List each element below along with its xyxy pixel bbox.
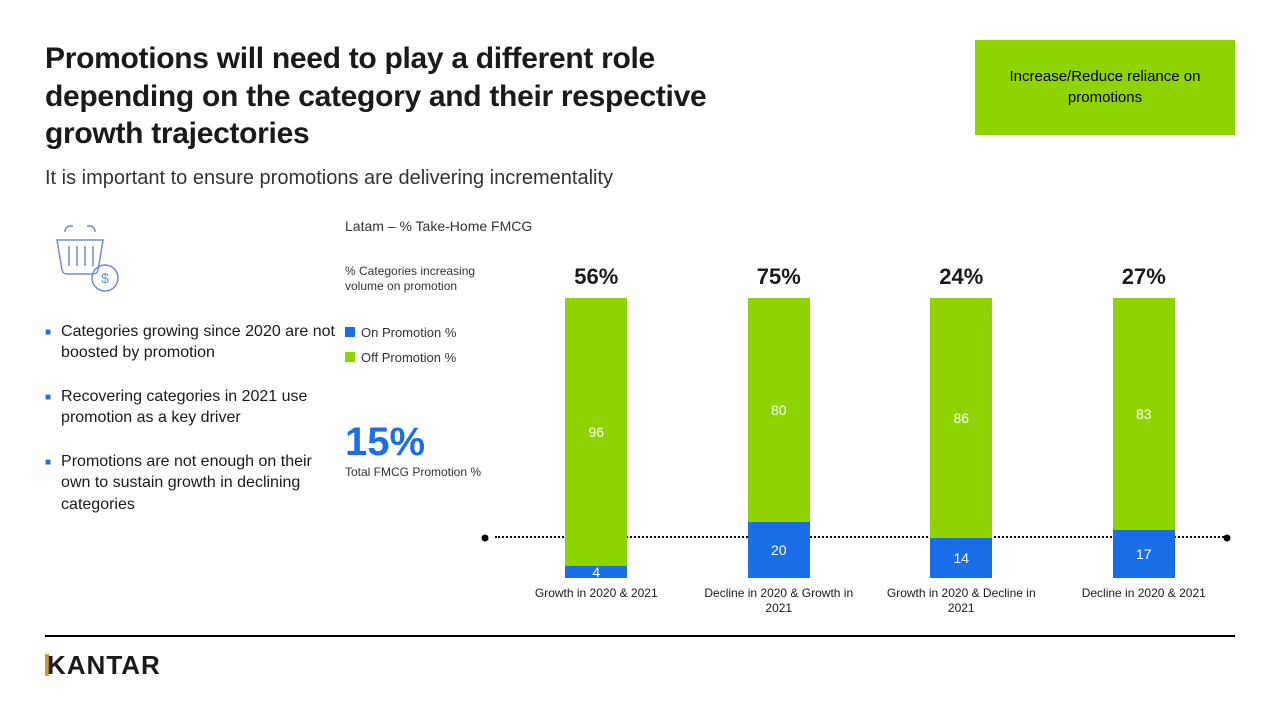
bar-group: 75% 2080 Decline in 2020 & Growth in 2021 — [688, 264, 871, 624]
segment-off-promotion: 86 — [930, 298, 992, 539]
segment-on-promotion: 20 — [748, 522, 810, 578]
legend-on-promotion: On Promotion % — [345, 325, 495, 340]
legend-label: Off Promotion % — [361, 350, 456, 365]
footer-divider — [45, 635, 1235, 637]
bar-x-label: Growth in 2020 & Decline in 2021 — [876, 586, 1046, 617]
meta-label: % Categories increasing volume on promot… — [345, 264, 495, 295]
bar-group: 24% 1486 Growth in 2020 & Decline in 2021 — [870, 264, 1053, 624]
bar-top-label: 56% — [574, 264, 618, 292]
bullet-text: Categories growing since 2020 are not bo… — [61, 321, 335, 364]
bullet-list: Categories growing since 2020 are not bo… — [45, 321, 335, 516]
bar-top-label: 27% — [1122, 264, 1166, 292]
chart-meta: % Categories increasing volume on promot… — [345, 264, 505, 624]
segment-on-promotion: 4 — [565, 566, 627, 577]
legend-label: On Promotion % — [361, 325, 456, 340]
bullet-text: Promotions are not enough on their own t… — [61, 451, 335, 516]
legend-swatch — [345, 327, 355, 337]
slide: Promotions will need to play a different… — [0, 0, 1280, 720]
bar-group: 27% 1783 Decline in 2020 & 2021 — [1053, 264, 1236, 624]
title-block: Promotions will need to play a different… — [45, 40, 805, 190]
bars-area: 56% 496 Growth in 2020 & 2021 75% 2080 Declin… — [505, 264, 1235, 624]
bullet-text: Recovering categories in 2021 use promot… — [61, 386, 335, 429]
bar-top-label: 24% — [939, 264, 983, 292]
bar-x-label: Growth in 2020 & 2021 — [535, 586, 658, 602]
segment-off-promotion: 96 — [565, 298, 627, 567]
header-row: Promotions will need to play a different… — [45, 40, 1235, 190]
segment-on-promotion: 14 — [930, 538, 992, 577]
left-column: $ Categories growing since 2020 are not … — [45, 218, 345, 638]
bar-stack: 2080 — [748, 298, 810, 578]
big-stat-value: 15% — [345, 420, 495, 465]
segment-off-promotion: 83 — [1113, 298, 1175, 530]
callout-text: Increase/Reduce reliance on promotions — [1005, 67, 1205, 108]
bar-x-label: Decline in 2020 & 2021 — [1082, 586, 1206, 602]
reference-dot-left — [482, 534, 489, 541]
page-subtitle: It is important to ensure promotions are… — [45, 167, 805, 190]
chart-column: Latam – % Take-Home FMCG % Categories in… — [345, 218, 1235, 638]
bar-stack: 496 — [565, 298, 627, 578]
page-title: Promotions will need to play a different… — [45, 40, 805, 153]
legend-swatch — [345, 352, 355, 362]
brand-text: KANTAR — [47, 650, 161, 680]
body-row: $ Categories growing since 2020 are not … — [45, 218, 1235, 638]
bullet-item: Promotions are not enough on their own t… — [45, 451, 335, 516]
bar-stack: 1783 — [1113, 298, 1175, 578]
bullet-item: Recovering categories in 2021 use promot… — [45, 386, 335, 429]
bar-group: 56% 496 Growth in 2020 & 2021 — [505, 264, 688, 624]
basket-dollar-icon: $ — [45, 218, 335, 303]
big-stat-label: Total FMCG Promotion % — [345, 465, 495, 479]
svg-text:$: $ — [101, 270, 109, 286]
bar-top-label: 75% — [757, 264, 801, 292]
bar-stack: 1486 — [930, 298, 992, 578]
legend-off-promotion: Off Promotion % — [345, 350, 495, 365]
callout-box: Increase/Reduce reliance on promotions — [975, 40, 1235, 135]
chart-wrap: % Categories increasing volume on promot… — [345, 264, 1235, 624]
bullet-item: Categories growing since 2020 are not bo… — [45, 321, 335, 364]
segment-off-promotion: 80 — [748, 298, 810, 522]
bar-x-label: Decline in 2020 & Growth in 2021 — [694, 586, 864, 617]
segment-on-promotion: 17 — [1113, 530, 1175, 578]
brand-logo: KANTAR — [45, 650, 161, 681]
chart-title: Latam – % Take-Home FMCG — [345, 218, 1235, 234]
